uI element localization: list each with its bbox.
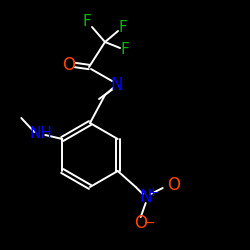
Text: NH: NH bbox=[30, 126, 53, 142]
Text: O: O bbox=[167, 176, 180, 194]
Text: O: O bbox=[134, 214, 147, 232]
Text: N: N bbox=[111, 76, 123, 94]
Text: −: − bbox=[144, 216, 156, 230]
Text: +: + bbox=[148, 186, 158, 198]
Text: F: F bbox=[119, 20, 128, 34]
Text: O: O bbox=[62, 56, 76, 74]
Text: N: N bbox=[140, 188, 152, 206]
Text: F: F bbox=[82, 14, 92, 30]
Text: F: F bbox=[120, 42, 130, 58]
